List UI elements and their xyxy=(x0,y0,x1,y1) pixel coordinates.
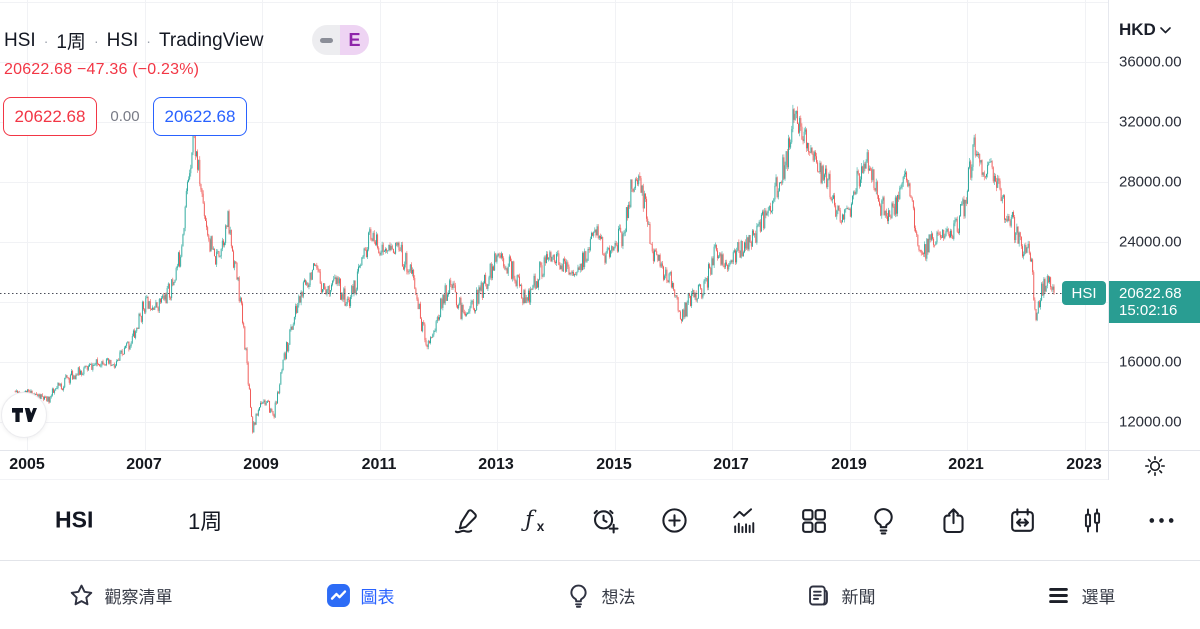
theme-toggle[interactable] xyxy=(1108,450,1200,480)
year-tick: 2019 xyxy=(831,456,867,473)
mode-toggle[interactable]: E xyxy=(312,25,369,55)
price-line-symbol-tag: HSI xyxy=(1062,281,1106,305)
nav-news-label: 新聞 xyxy=(841,587,876,607)
price-tick: 16000.00 xyxy=(1119,353,1182,371)
more-button[interactable] xyxy=(1144,502,1180,538)
chart-region: HKD 36000.00 32000.00 28000.00 24000.00 … xyxy=(0,0,1200,563)
ellipsis-icon xyxy=(1149,517,1174,523)
chart-pattern-button[interactable] xyxy=(726,502,762,538)
last-price: 20622.68 xyxy=(1119,285,1182,302)
date-range-button[interactable] xyxy=(1005,502,1041,538)
legend-interval: 1周 xyxy=(56,32,86,53)
price-tick: 36000.00 xyxy=(1119,53,1182,71)
year-tick: 2007 xyxy=(126,456,162,473)
nav-chart[interactable]: 圖表 xyxy=(240,561,480,629)
toggle-e-label: E xyxy=(340,25,369,55)
nav-ideas[interactable]: 想法 xyxy=(480,561,720,629)
year-tick: 2015 xyxy=(596,456,632,473)
bottom-navigation: 觀察清單 圖表 想法 新聞 xyxy=(0,560,1200,629)
legend-separator: · xyxy=(93,32,99,49)
pencil-icon xyxy=(454,508,477,533)
sell-button[interactable]: 20622.68 xyxy=(3,97,97,136)
tradingview-logo-icon xyxy=(12,408,37,422)
chart-type-button[interactable] xyxy=(1074,502,1110,538)
nav-chart-label: 圖表 xyxy=(360,587,395,607)
year-tick: 2017 xyxy=(713,456,749,473)
legend-separator: · xyxy=(146,32,151,49)
legend-separator: · xyxy=(43,32,49,49)
currency-selector[interactable]: HKD xyxy=(1119,20,1171,40)
year-tick: 2013 xyxy=(478,456,514,473)
time-axis[interactable]: 2005 2007 2009 2011 2013 2015 2017 2019 … xyxy=(0,450,1108,480)
toggle-dash xyxy=(312,25,340,55)
spread-value: 0.00 xyxy=(110,108,140,125)
legend-symbol: HSI xyxy=(4,29,36,51)
chart-legend[interactable]: HSI · 1周 · HSI · TradingView xyxy=(4,27,264,54)
nav-menu-label: 選單 xyxy=(1081,587,1116,607)
add-circle-button[interactable] xyxy=(657,502,693,538)
share-button[interactable] xyxy=(935,502,971,538)
lightbulb-icon xyxy=(569,584,587,608)
chevron-down-icon xyxy=(1160,26,1171,33)
nav-menu[interactable]: 選單 xyxy=(960,561,1200,629)
star-icon xyxy=(70,584,92,605)
ideas-button[interactable] xyxy=(866,502,902,538)
alarm-plus-icon xyxy=(593,509,619,534)
last-time: 15:02:16 xyxy=(1119,302,1178,319)
toolbar-symbol[interactable]: HSI xyxy=(55,506,94,533)
year-tick: 2009 xyxy=(243,456,279,473)
price-axis[interactable]: HKD 36000.00 32000.00 28000.00 24000.00 … xyxy=(1108,0,1200,450)
alert-add-button[interactable] xyxy=(587,502,623,538)
price-change-line: 20622.68 −47.36 (−0.23%) xyxy=(4,61,200,78)
year-tick: 2011 xyxy=(361,456,397,473)
grid-icon xyxy=(802,508,827,533)
year-tick: 2005 xyxy=(9,456,45,473)
calendar-range-icon xyxy=(1011,507,1035,532)
buy-button[interactable]: 20622.68 xyxy=(153,97,247,136)
pattern-chart-icon xyxy=(733,507,755,533)
svg-text:ƒ: ƒ xyxy=(520,507,537,532)
nav-news[interactable]: 新聞 xyxy=(720,561,960,629)
news-icon xyxy=(808,585,828,605)
legend-description: HSI xyxy=(106,29,139,51)
share-icon xyxy=(943,507,964,533)
fx-icon: ƒ x xyxy=(520,507,545,534)
nav-watchlist-label: 觀察清單 xyxy=(104,587,173,607)
candlestick-chart[interactable] xyxy=(0,0,1108,450)
year-tick: 2023 xyxy=(1066,456,1102,473)
price-tick: 12000.00 xyxy=(1119,413,1182,431)
hamburger-menu-icon xyxy=(1048,587,1068,603)
svg-text:x: x xyxy=(537,518,545,533)
trade-buttons: 20622.68 0.00 20622.68 xyxy=(3,97,247,136)
currency-label: HKD xyxy=(1119,20,1156,39)
last-price-box: 20622.68 15:02:16 xyxy=(1109,281,1200,323)
price-tick: 28000.00 xyxy=(1119,173,1182,191)
layout-button[interactable] xyxy=(796,502,832,538)
toolbar-interval[interactable]: 1周 xyxy=(188,509,223,534)
sun-icon xyxy=(1144,455,1165,476)
nav-watchlist[interactable]: 觀察清單 xyxy=(0,561,240,629)
lightbulb-icon xyxy=(874,507,893,534)
year-tick: 2021 xyxy=(948,456,984,473)
plus-circle-icon xyxy=(662,507,687,533)
draw-button[interactable] xyxy=(448,502,484,538)
chart-toolbar: HSI 1周 ƒ x xyxy=(0,480,1200,560)
candles-icon xyxy=(1084,508,1100,532)
price-tick: 24000.00 xyxy=(1119,233,1182,251)
price-tick: 32000.00 xyxy=(1119,113,1182,131)
chart-app-icon xyxy=(326,583,350,607)
nav-ideas-label: 想法 xyxy=(601,587,636,607)
legend-exchange: TradingView xyxy=(158,29,264,51)
tradingview-logo[interactable] xyxy=(1,392,47,438)
indicators-button[interactable]: ƒ x xyxy=(518,502,554,538)
toolbar-icons: ƒ x xyxy=(448,480,1180,560)
